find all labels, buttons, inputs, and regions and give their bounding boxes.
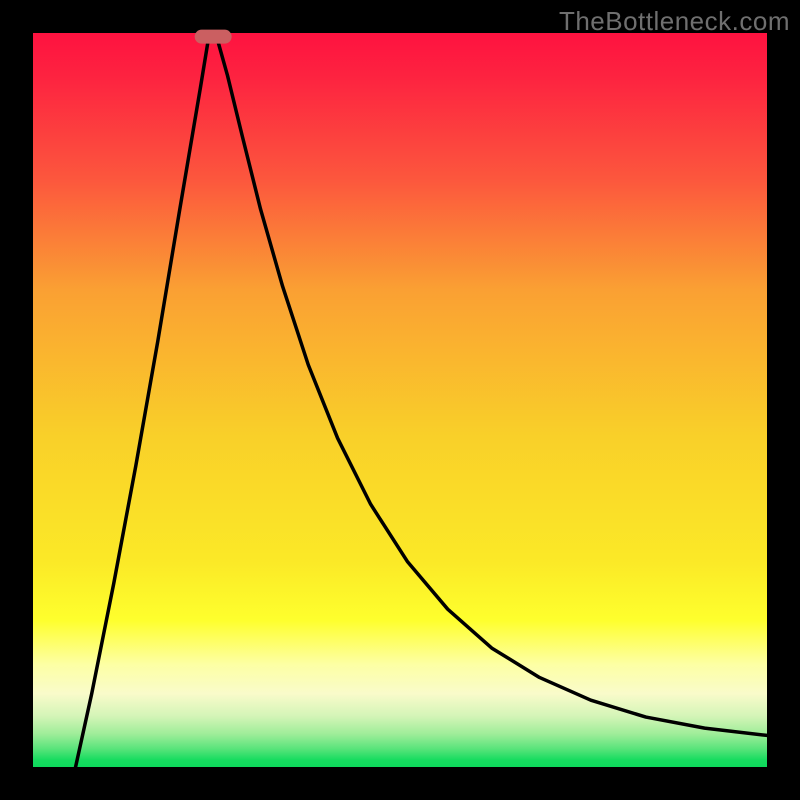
bottleneck-marker — [195, 29, 232, 44]
plot-area — [33, 33, 767, 767]
gradient-background — [33, 33, 767, 767]
